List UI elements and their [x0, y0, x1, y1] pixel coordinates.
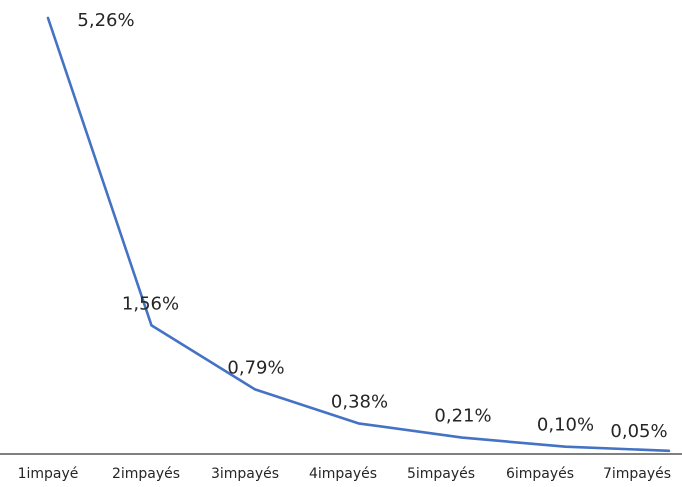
x-tick-label-1: 1impayé — [18, 466, 79, 482]
x-tick-label-5: 5impayés — [407, 466, 475, 482]
data-label-2: 1,56% — [122, 293, 179, 314]
series-line — [46, 16, 671, 453]
data-label-4: 0,38% — [331, 391, 388, 412]
x-tick-label-7: 7impayés — [603, 466, 671, 482]
data-label-5: 0,21% — [434, 406, 491, 427]
x-tick-label-2: 2impayés — [112, 466, 180, 482]
data-label-3: 0,79% — [227, 357, 284, 378]
x-tick-label-3: 3impayés — [211, 466, 279, 482]
data-label-6: 0,10% — [537, 415, 594, 436]
data-label-1: 5,26% — [77, 10, 134, 31]
x-tick-label-6: 6impayés — [506, 466, 574, 482]
x-tick-labels: 1impayé 2impayés 3impayés 4impayés 5impayés 6… — [18, 466, 671, 482]
data-labels: 5,26% 1,56% 0,79% 0,38% 0,21% 0,10% 0,05% — [77, 10, 667, 442]
x-tick-label-4: 4impayés — [309, 466, 377, 482]
data-label-7: 0,05% — [610, 421, 667, 442]
